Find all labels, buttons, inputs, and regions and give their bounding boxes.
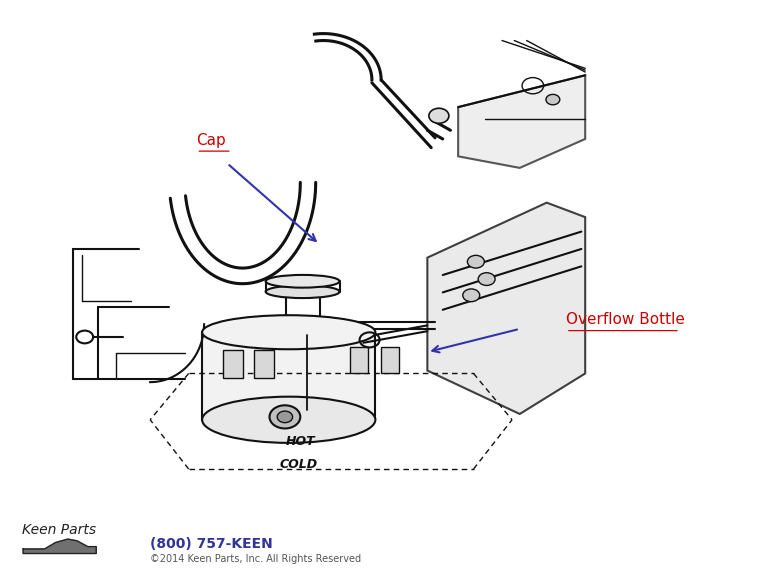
- Polygon shape: [254, 350, 274, 378]
- Text: ©2014 Keen Parts, Inc. All Rights Reserved: ©2014 Keen Parts, Inc. All Rights Reserv…: [150, 554, 361, 564]
- Ellipse shape: [266, 275, 340, 288]
- Circle shape: [467, 255, 484, 268]
- Polygon shape: [202, 332, 376, 420]
- Circle shape: [463, 289, 480, 302]
- Polygon shape: [223, 350, 243, 378]
- Polygon shape: [458, 75, 585, 168]
- Polygon shape: [23, 539, 96, 554]
- Text: COLD: COLD: [280, 458, 318, 471]
- Circle shape: [546, 94, 560, 105]
- Polygon shape: [427, 203, 585, 414]
- Circle shape: [270, 405, 300, 428]
- Text: Overflow Bottle: Overflow Bottle: [566, 312, 685, 327]
- Circle shape: [277, 411, 293, 423]
- Polygon shape: [350, 347, 368, 373]
- Text: Cap: Cap: [196, 133, 226, 148]
- Ellipse shape: [202, 397, 376, 443]
- Ellipse shape: [202, 315, 376, 349]
- Polygon shape: [381, 347, 399, 373]
- Circle shape: [478, 273, 495, 285]
- Text: (800) 757-KEEN: (800) 757-KEEN: [150, 537, 273, 551]
- Circle shape: [429, 108, 449, 123]
- Text: Keen Parts: Keen Parts: [22, 523, 95, 537]
- Ellipse shape: [266, 285, 340, 298]
- Text: HOT: HOT: [286, 435, 315, 448]
